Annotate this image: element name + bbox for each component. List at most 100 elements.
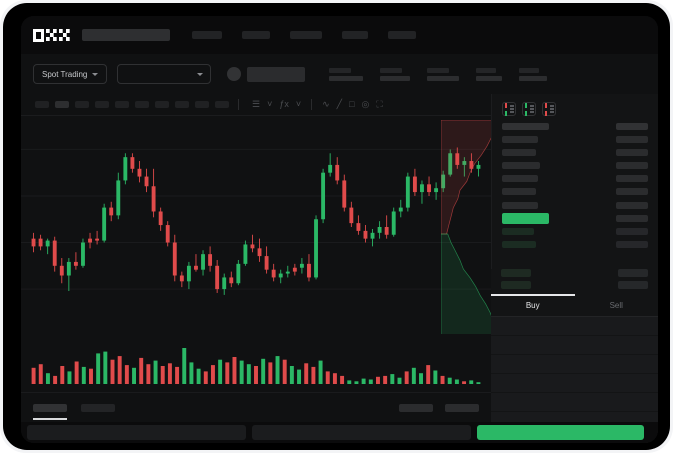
chart-settings-gear-icon[interactable]: ◎ [361, 99, 370, 109]
timeframe-1[interactable] [55, 101, 69, 108]
ob-amount [616, 175, 648, 183]
ob-price [502, 123, 549, 130]
ticker-stat-label-1 [380, 67, 403, 73]
mode-line [549, 108, 554, 110]
okx-logo-o-icon [33, 28, 44, 42]
mode-bar-top [504, 102, 507, 108]
mode-lines [509, 105, 514, 113]
nav-item-0[interactable] [192, 31, 222, 39]
toolbar-separator-2 [311, 99, 313, 110]
candlestick-chart[interactable] [21, 116, 491, 334]
ticker-stat-3 [476, 67, 503, 81]
order-field-1[interactable] [491, 336, 658, 355]
ticker-stat-2 [427, 67, 460, 81]
bottom-action-strip [21, 422, 658, 443]
trading-mode-select[interactable]: Spot Trading [33, 64, 108, 84]
order-book-bid-row-1[interactable] [502, 240, 648, 249]
chart-toolbar: ☰ ˅ ƒx ˅ ∿ ╱ □ ◎ ⛶ [21, 94, 491, 116]
ticker-stat-value-2 [427, 75, 460, 81]
order-tab-sell[interactable]: Sell [609, 301, 623, 310]
ticker-stat-1 [380, 67, 411, 81]
order-field-3[interactable] [491, 374, 658, 393]
trading-pair-select[interactable] [117, 64, 212, 84]
indicators-icon[interactable]: ƒx [279, 99, 289, 109]
timeframe-5[interactable] [135, 101, 149, 108]
okx-logo-k-icon [46, 28, 57, 42]
timeframe-9[interactable] [215, 101, 229, 108]
orders-action-0[interactable] [399, 403, 433, 412]
timeframe-8[interactable] [195, 101, 209, 108]
order-book-ask-row-5[interactable] [502, 201, 648, 210]
order-book-ask-row-0[interactable] [502, 135, 648, 144]
ob-amount [616, 149, 648, 157]
ticker-stat-label-4 [519, 67, 540, 73]
primary-cta-button[interactable] [477, 425, 644, 440]
orderbook-mode-both-icon[interactable] [502, 102, 516, 116]
ticker-stat-label-2 [427, 67, 450, 73]
nav-items [192, 31, 436, 39]
order-book-ask-row-1[interactable] [502, 148, 648, 157]
mode-bars [524, 102, 527, 116]
bottom-panel-1[interactable] [27, 425, 246, 440]
volume-svg [31, 348, 481, 384]
mode-bars [544, 102, 547, 116]
order-field-0[interactable] [491, 317, 658, 336]
mode-bar-top [544, 102, 547, 108]
ob-price [502, 227, 534, 235]
timeframe-list [35, 99, 242, 110]
order-book-ask-row-2[interactable] [502, 161, 648, 170]
timeframe-4[interactable] [115, 101, 129, 108]
mode-lines [529, 105, 534, 113]
order-field-4[interactable] [491, 393, 658, 412]
mode-line [509, 111, 514, 113]
search-input[interactable] [82, 29, 170, 41]
orderbook-mode-bids-icon[interactable] [522, 102, 536, 116]
timeframe-7[interactable] [175, 101, 189, 108]
snapshot-camera-icon[interactable]: □ [349, 99, 355, 109]
fullscreen-icon[interactable]: ⛶ [376, 99, 383, 109]
nav-item-3[interactable] [342, 31, 368, 39]
orders-tab-0[interactable] [33, 403, 67, 420]
okx-logo-x-icon [59, 28, 70, 42]
order-form-chip-row-1 [501, 269, 648, 277]
candlestick-chart-icon[interactable]: ☰ [252, 99, 261, 109]
line-chart-icon[interactable]: ∿ [322, 99, 330, 109]
ob-amount [616, 201, 648, 209]
bottom-panel-2[interactable] [252, 425, 471, 440]
order-book-ask-row-3[interactable] [502, 174, 648, 183]
order-book-bid-row-0[interactable] [502, 227, 648, 236]
timeframe-2[interactable] [75, 101, 89, 108]
mode-bar-bottom [504, 110, 507, 116]
orders-action-1[interactable] [445, 403, 479, 412]
mode-line [549, 111, 554, 113]
timeframe-0[interactable] [35, 101, 49, 108]
order-form-chip-2 [501, 281, 531, 289]
toolbar-separator [238, 99, 239, 110]
measure-ruler-icon[interactable]: ╱ [336, 99, 343, 109]
indicators-chevron-icon[interactable]: ˅ [295, 99, 302, 109]
orders-tab-list [33, 403, 129, 420]
timeframe-6[interactable] [155, 101, 169, 108]
app-screen: Spot Trading ☰ ˅ ƒx ˅ ∿ ╱ □ ◎ ⛶ Buy S [21, 16, 658, 443]
order-tab-buy[interactable]: Buy [491, 294, 575, 316]
order-form-chip-1 [618, 269, 648, 277]
ticker-stat-value-0 [329, 75, 364, 81]
nav-item-4[interactable] [388, 31, 416, 39]
ticker-bar: Spot Trading [21, 54, 658, 94]
mode-lines [549, 105, 554, 113]
nav-item-2[interactable] [290, 31, 322, 39]
order-form-chip-0 [501, 269, 531, 277]
order-field-2[interactable] [491, 355, 658, 374]
chart-type-chevron-icon[interactable]: ˅ [267, 99, 273, 109]
mode-line [509, 108, 514, 110]
okx-logo[interactable] [33, 28, 70, 42]
ob-amount [616, 123, 648, 130]
timeframe-3[interactable] [95, 101, 109, 108]
volume-histogram [21, 334, 491, 392]
orders-tab-1[interactable] [81, 403, 115, 412]
nav-item-1[interactable] [242, 31, 270, 39]
order-book-ask-row-4[interactable] [502, 187, 648, 196]
mode-bars [504, 102, 507, 116]
orderbook-mode-asks-icon[interactable] [542, 102, 556, 116]
